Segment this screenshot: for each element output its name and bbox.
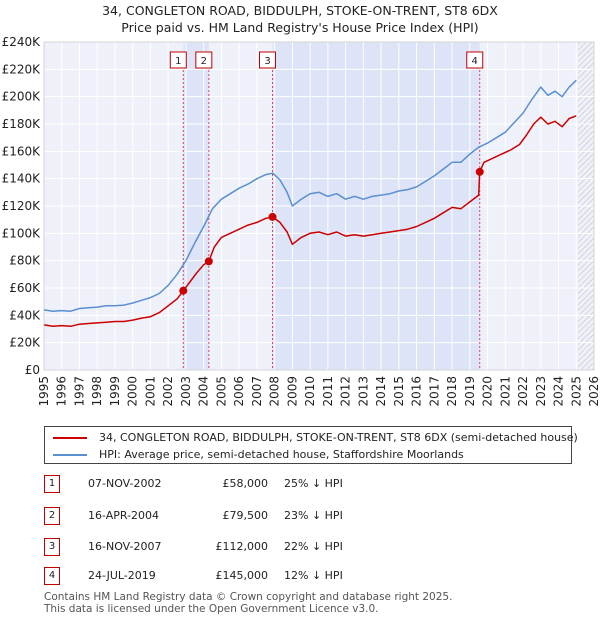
series-line-property — [43, 115, 577, 328]
x-tick-label: 2009 — [285, 376, 299, 407]
marker-box-3 — [259, 51, 277, 69]
x-tick-label: 2015 — [392, 376, 406, 407]
marker-label-3: 3 — [264, 56, 270, 67]
transaction-price: £145,000 — [215, 569, 269, 582]
y-tick-label: £100K — [2, 226, 42, 240]
transaction-price: £112,000 — [215, 540, 269, 553]
marker-label-2: 2 — [201, 56, 207, 67]
x-tick-label: 2001 — [143, 376, 157, 407]
legend-swatch-property — [53, 437, 87, 439]
y-tick-label: £20K — [9, 336, 41, 350]
series-line-hpi — [43, 79, 577, 312]
transaction-number: 2 — [44, 507, 60, 525]
transaction-price: £58,000 — [222, 477, 269, 490]
x-tick-label: 2013 — [356, 376, 370, 407]
legend-item-hpi: HPI: Average price, semi-detached house,… — [53, 448, 464, 461]
y-tick-label: £200K — [2, 90, 42, 104]
x-tick-label: 2006 — [232, 376, 246, 407]
y-tick-label: £0 — [25, 363, 40, 377]
transaction-hpi-diff: 12% ↓ HPI — [284, 569, 343, 582]
legend-swatch-hpi — [53, 454, 87, 456]
x-tick-label: 2008 — [268, 376, 282, 407]
x-tick-label: 2026 — [587, 376, 600, 407]
x-tick-label: 2002 — [161, 376, 175, 407]
sale-point-3 — [268, 212, 277, 221]
footer-licence: This data is licensed under the Open Gov… — [44, 603, 379, 615]
x-tick-label: 2017 — [427, 376, 441, 407]
x-tick-label: 2016 — [410, 376, 424, 407]
transaction-price: £79,500 — [222, 509, 269, 522]
y-tick-label: £180K — [2, 117, 42, 131]
x-tick-label: 2020 — [481, 376, 495, 407]
x-tick-label: 1999 — [108, 376, 122, 407]
y-tick-label: £120K — [2, 199, 42, 213]
marker-label-4: 4 — [472, 56, 478, 67]
x-tick-label: 2012 — [339, 376, 353, 407]
chart-title: 34, CONGLETON ROAD, BIDDULPH, STOKE-ON-T… — [102, 3, 498, 18]
marker-box-2 — [195, 51, 213, 69]
x-tick-label: 2004 — [197, 376, 211, 407]
x-tick-label: 2010 — [303, 376, 317, 407]
legend-item-property: 34, CONGLETON ROAD, BIDDULPH, STOKE-ON-T… — [53, 431, 578, 444]
price-chart: 34, CONGLETON ROAD, BIDDULPH, STOKE-ON-T… — [2, 3, 600, 407]
sale-point-1 — [179, 286, 188, 295]
x-tick-label: 1997 — [72, 376, 86, 407]
transaction-hpi-diff: 22% ↓ HPI — [284, 540, 343, 553]
transaction-date: 16-NOV-2007 — [88, 540, 162, 553]
x-tick-label: 2007 — [250, 376, 264, 407]
y-tick-label: £60K — [9, 281, 41, 295]
marker-box-4 — [466, 51, 484, 69]
transaction-date: 07-NOV-2002 — [88, 477, 162, 490]
x-tick-label: 2018 — [445, 376, 459, 407]
transaction-hpi-diff: 25% ↓ HPI — [284, 477, 343, 490]
x-tick-label: 2000 — [126, 376, 140, 407]
transaction-date: 24-JUL-2019 — [88, 569, 156, 582]
x-tick-label: 1995 — [37, 376, 51, 407]
y-tick-label: £240K — [2, 35, 42, 49]
x-tick-label: 2023 — [534, 376, 548, 407]
legend-label-hpi: HPI: Average price, semi-detached house,… — [99, 448, 464, 461]
x-tick-label: 1998 — [90, 376, 104, 407]
plot-frame — [43, 41, 595, 371]
transaction-number: 1 — [44, 475, 60, 493]
x-tick-label: 1996 — [55, 376, 69, 407]
x-tick-label: 2003 — [179, 376, 193, 407]
y-tick-label: £160K — [2, 144, 42, 158]
sale-point-2 — [204, 257, 213, 266]
x-tick-label: 2024 — [552, 376, 566, 407]
transaction-date: 16-APR-2004 — [88, 509, 160, 522]
transaction-number: 3 — [44, 538, 60, 556]
footer-copyright: Contains HM Land Registry data © Crown c… — [44, 591, 453, 603]
x-tick-label: 2005 — [214, 376, 228, 407]
x-tick-label: 2021 — [498, 376, 512, 407]
marker-label-1: 1 — [175, 56, 181, 67]
x-tick-label: 2019 — [463, 376, 477, 407]
x-tick-label: 2014 — [374, 376, 388, 407]
y-tick-label: £80K — [9, 254, 41, 268]
sale-point-4 — [475, 167, 484, 176]
x-tick-label: 2025 — [569, 376, 583, 407]
transaction-number: 4 — [44, 567, 60, 585]
y-tick-label: £140K — [2, 172, 42, 186]
x-tick-label: 2011 — [321, 376, 335, 407]
chart-legend: 34, CONGLETON ROAD, BIDDULPH, STOKE-ON-T… — [44, 426, 578, 464]
y-tick-label: £220K — [2, 62, 42, 76]
y-tick-label: £40K — [9, 308, 41, 322]
transaction-hpi-diff: 23% ↓ HPI — [284, 509, 343, 522]
chart-subtitle: Price paid vs. HM Land Registry's House … — [121, 20, 478, 35]
x-tick-label: 2022 — [516, 376, 530, 407]
marker-box-1 — [169, 51, 187, 69]
legend-label-property: 34, CONGLETON ROAD, BIDDULPH, STOKE-ON-T… — [99, 431, 578, 444]
